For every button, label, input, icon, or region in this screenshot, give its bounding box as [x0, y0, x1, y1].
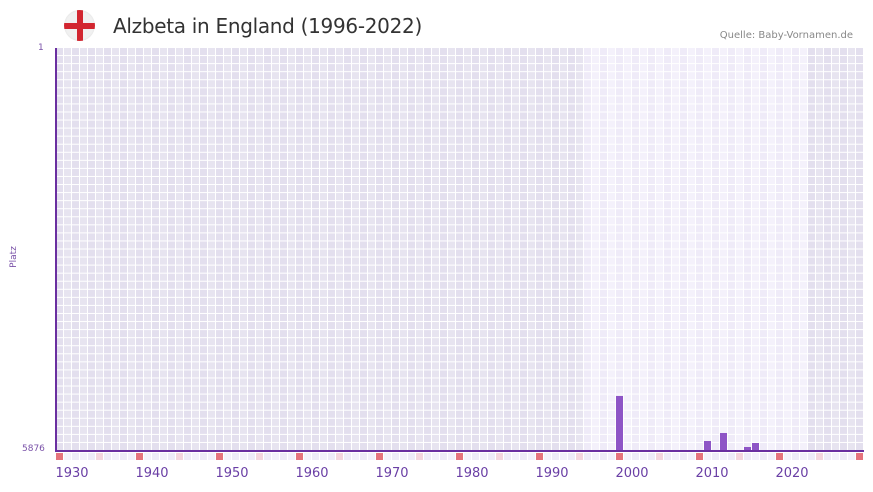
x-tick-1980: 1980 — [455, 466, 489, 481]
england-flag-icon — [64, 10, 95, 41]
y-axis-line — [55, 48, 57, 452]
x-tick-1950: 1950 — [215, 466, 249, 481]
chart-title: Alzbeta in England (1996-2022) — [113, 14, 422, 38]
flag-cross-vertical — [77, 10, 83, 41]
x-tick-2010: 2010 — [695, 466, 729, 481]
bar-2014[interactable] — [744, 447, 751, 451]
x-tick-2020: 2020 — [775, 466, 809, 481]
x-axis-line — [56, 450, 864, 452]
bar-2009[interactable] — [704, 440, 711, 451]
grid-background — [56, 48, 863, 450]
x-tick-1940: 1940 — [135, 466, 169, 481]
x-tick-1990: 1990 — [535, 466, 569, 481]
y-tick-top: 1 — [38, 43, 44, 53]
bar-2011[interactable] — [720, 433, 727, 451]
year-marker-strip — [56, 453, 863, 460]
x-tick-2000: 2000 — [615, 466, 649, 481]
x-tick-1930: 1930 — [55, 466, 89, 481]
bar-2015[interactable] — [752, 443, 759, 451]
x-tick-1970: 1970 — [375, 466, 409, 481]
plot-area — [56, 48, 864, 451]
y-tick-bottom: 5876 — [22, 444, 45, 454]
bar-1998[interactable] — [616, 395, 623, 451]
source-link[interactable]: Quelle: Baby-Vornamen.de — [719, 30, 853, 41]
y-axis-label: Platz — [8, 246, 19, 268]
x-tick-1960: 1960 — [295, 466, 329, 481]
